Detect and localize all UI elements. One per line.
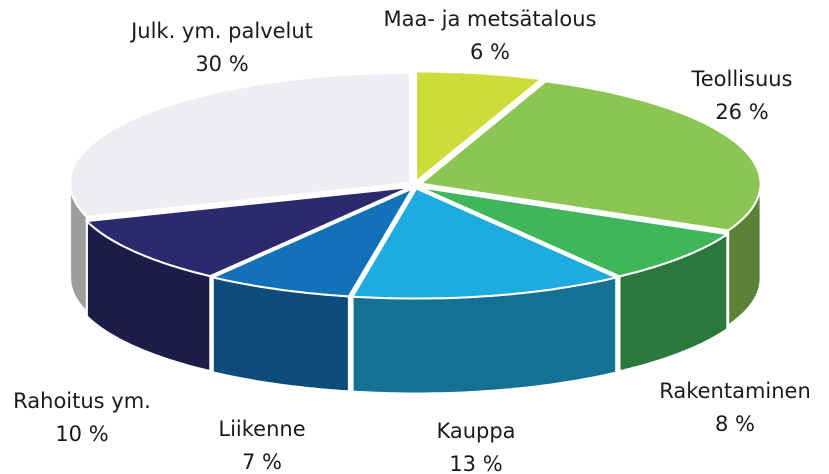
slice-label: Rakentaminen: [659, 379, 811, 403]
slice-label: Maa- ja metsätalous: [384, 7, 597, 31]
slice-value-label: 10 %: [55, 422, 108, 446]
slice-label: Liikenne: [218, 417, 305, 441]
slice-value-label: 13 %: [449, 452, 502, 474]
slice: [209, 186, 416, 298]
slice: [84, 186, 411, 278]
slice: [350, 187, 620, 300]
slice-label: Teollisuus: [690, 67, 792, 91]
slice-label: Julk. ym. palvelut: [129, 19, 313, 43]
slice-value-label: 26 %: [715, 100, 768, 124]
slice-value-label: 7 %: [242, 450, 282, 474]
slice-value-label: 6 %: [470, 40, 510, 64]
slice-value-label: 8 %: [715, 412, 755, 436]
slice: [415, 70, 544, 184]
slice-label: Kauppa: [436, 419, 515, 443]
slice: [419, 186, 730, 278]
slice: [69, 71, 412, 218]
slice: [418, 80, 762, 232]
slice-label: Rahoitus ym.: [13, 389, 151, 413]
slice-value-label: 30 %: [195, 52, 248, 76]
